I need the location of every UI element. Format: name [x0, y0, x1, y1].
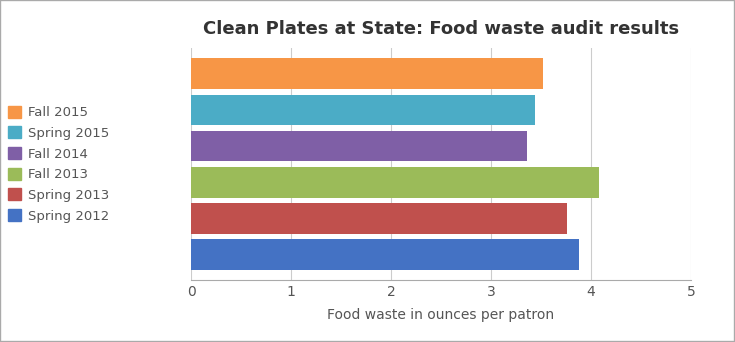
Bar [191, 203, 567, 234]
Bar [191, 131, 527, 161]
Bar [191, 58, 543, 89]
Legend: Fall 2015, Spring 2015, Fall 2014, Fall 2013, Spring 2013, Spring 2012: Fall 2015, Spring 2015, Fall 2014, Fall … [8, 106, 109, 223]
Bar [191, 167, 599, 198]
X-axis label: Food waste in ounces per patron: Food waste in ounces per patron [327, 308, 555, 321]
Bar [191, 239, 579, 270]
Title: Clean Plates at State: Food waste audit results: Clean Plates at State: Food waste audit … [203, 20, 679, 38]
Bar [191, 95, 535, 125]
